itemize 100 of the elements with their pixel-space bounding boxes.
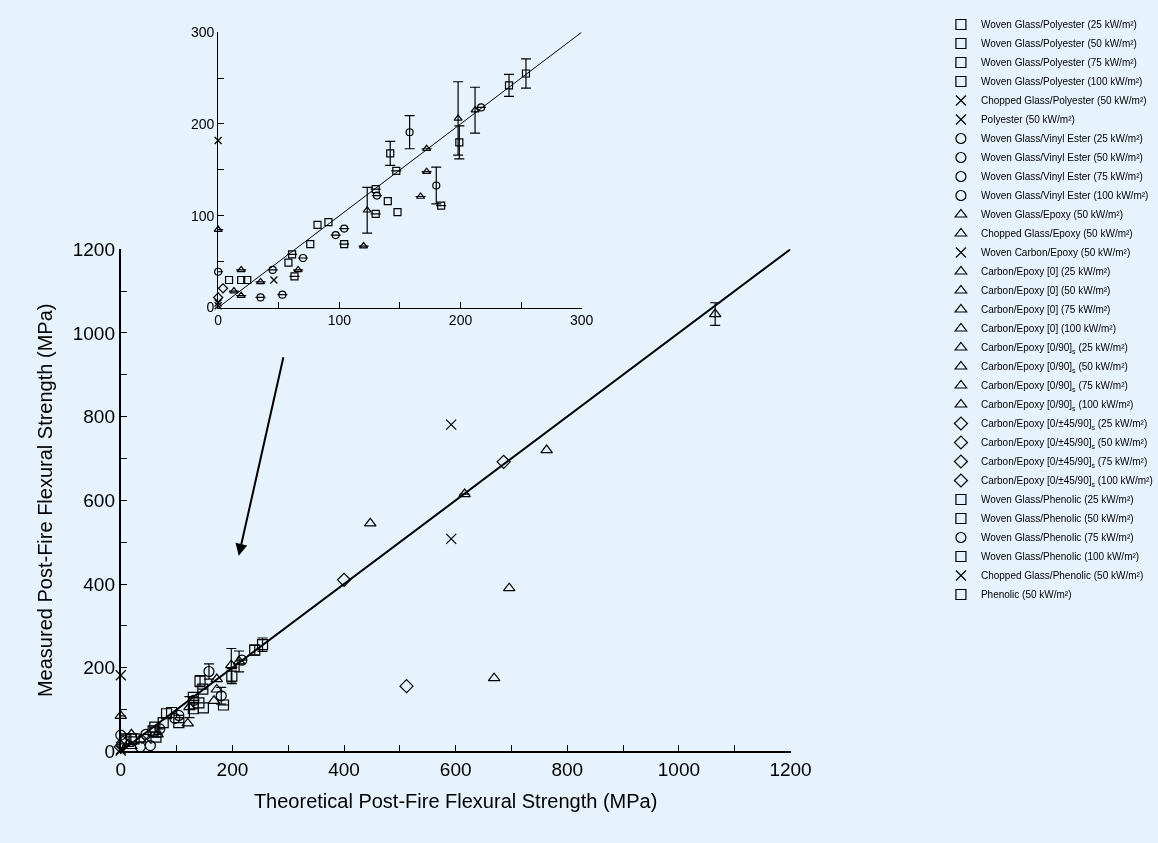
point [236, 654, 248, 666]
x-tick-label: 1000 [657, 759, 701, 781]
x-tick-label: 1200 [769, 759, 812, 781]
point [383, 196, 392, 206]
legend-label: Carbon/Epoxy [0/90]$_{s}$ (100 kW/m²) [980, 399, 1134, 412]
point [232, 655, 246, 665]
legend-label: Woven Glass/Polyester (25 kW/m²) [980, 19, 1137, 31]
legend-label: Carbon/Epoxy [0/±45/90]$_{s}$ (50 kW/m²) [980, 437, 1148, 450]
point [393, 208, 402, 217]
legend-label: Carbon/Epoxy [0/90]$_{s}$ (75 kW/m²) [980, 380, 1128, 393]
point [362, 206, 372, 213]
point [173, 716, 185, 729]
legend-label: Carbon/Epoxy [0/±45/90]$_{s}$ (25 kW/m²) [980, 418, 1148, 431]
point [165, 706, 178, 719]
point [269, 275, 278, 285]
legend-label: Woven Glass/Polyester (50 kW/m²) [980, 38, 1137, 50]
point [213, 292, 224, 303]
point [306, 240, 315, 249]
point [197, 683, 209, 695]
point [340, 224, 349, 233]
point [290, 272, 299, 281]
point [432, 181, 441, 190]
legend-label: Carbon/Epoxy [0] (25 kW/m²) [980, 266, 1111, 278]
point [363, 517, 377, 527]
point [371, 209, 380, 219]
legend-label: Carbon/Epoxy [0] (75 kW/m²) [980, 304, 1111, 316]
point [255, 277, 266, 285]
legend-label: Carbon/Epoxy [0] (100 kW/m²) [980, 323, 1116, 335]
x-tick-label: 200 [448, 312, 473, 329]
point [445, 418, 457, 431]
point [173, 709, 185, 722]
legend-label: Woven Glass/Polyester (75 kW/m²) [980, 57, 1137, 69]
y-axis-title: Measured Post-Fire Flexural Strength (MPa) [33, 303, 56, 698]
point [708, 308, 722, 318]
point [224, 659, 238, 669]
x-axis-title: Theoretical Post-Fire Flexural Strength (MPa) [253, 790, 658, 813]
point [229, 286, 239, 294]
legend-label: Woven Glass/Vinyl Ester (100 kW/m²) [980, 190, 1149, 202]
x-tick-label: 100 [327, 312, 352, 329]
x-tick-label: 800 [551, 759, 584, 781]
point [293, 265, 303, 273]
point [521, 69, 531, 78]
y-tick-label: 600 [83, 489, 115, 511]
point [213, 225, 223, 232]
legend-label: Chopped Glass/Phenolic (50 kW/m²) [980, 570, 1144, 582]
point [487, 672, 501, 682]
point [215, 690, 227, 702]
point [214, 136, 223, 145]
point [331, 230, 340, 240]
legend-label: Woven Glass/Phenolic (100 kW/m²) [980, 551, 1140, 563]
legend-label: Phenolic (50 kW/m²) [980, 589, 1072, 601]
point [421, 167, 432, 175]
legend-label: Carbon/Epoxy [0] (50 kW/m²) [980, 285, 1111, 297]
point [458, 488, 471, 498]
point [214, 267, 223, 276]
point [210, 673, 224, 683]
legend-label: Woven Glass/Phenolic (75 kW/m²) [980, 532, 1134, 544]
legend-label: Woven Glass/Epoxy (50 kW/m²) [980, 209, 1124, 221]
point [502, 582, 516, 592]
y-tick-label: 0 [206, 299, 215, 316]
point [193, 697, 205, 709]
legend-label: Chopped Glass/Epoxy (50 kW/m²) [980, 228, 1133, 240]
point [470, 106, 480, 113]
point [115, 735, 131, 750]
point [236, 265, 246, 273]
point [125, 728, 138, 738]
y-tick-label: 100 [190, 207, 215, 224]
point [399, 679, 414, 694]
point [455, 138, 464, 147]
point [121, 738, 135, 748]
point [358, 241, 369, 249]
point [313, 220, 322, 230]
point [237, 275, 246, 285]
x-tick-label: 400 [328, 759, 360, 781]
legend-label: Woven Glass/Vinyl Ester (50 kW/m²) [980, 152, 1143, 164]
y-tick-label: 200 [190, 115, 215, 132]
point [445, 533, 457, 545]
x-tick-label: 200 [216, 759, 249, 781]
point [113, 739, 128, 754]
point [115, 729, 127, 741]
legend-label: Woven Glass/Phenolic (50 kW/m²) [980, 513, 1134, 525]
y-tick-label: 1200 [72, 238, 115, 260]
legend-label: Woven Glass/Polyester (100 kW/m²) [980, 76, 1143, 88]
y-tick-label: 200 [83, 657, 115, 679]
y-tick-label: 0 [104, 741, 115, 763]
point [405, 128, 414, 137]
point [392, 166, 401, 175]
point [324, 218, 333, 227]
point [496, 454, 511, 469]
point [437, 201, 446, 210]
x-tick-label: 600 [439, 759, 472, 781]
point [243, 275, 252, 285]
point [278, 290, 287, 299]
point [421, 144, 432, 152]
point [187, 703, 199, 715]
point [371, 185, 380, 194]
point [115, 669, 127, 681]
point [287, 250, 297, 259]
x-tick-label: 300 [570, 312, 594, 329]
y-tick-label: 400 [83, 573, 115, 595]
